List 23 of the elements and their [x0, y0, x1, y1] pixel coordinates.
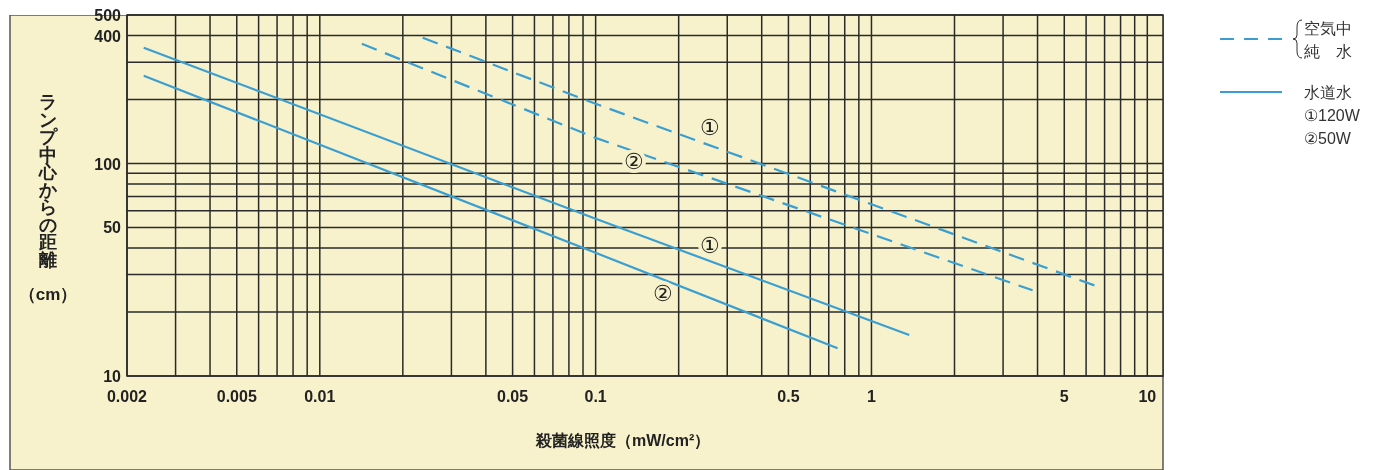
annotation: ②	[653, 281, 673, 306]
text: ②50W	[1304, 130, 1352, 147]
annotation: ②	[624, 149, 644, 174]
text: ランプ中心からの距離（cm）	[18, 92, 78, 304]
x-tick-label: 0.005	[216, 388, 257, 405]
x-tick-label: 1	[867, 388, 877, 405]
text: ①120W	[1304, 107, 1361, 124]
x-axis-title: 殺菌線照度（mW/cm²）	[535, 431, 711, 450]
y-tick-label: 10	[103, 368, 122, 385]
x-tick-label: 0.002	[106, 388, 148, 405]
x-tick-label: 5	[1059, 388, 1069, 405]
annotation: ①	[700, 115, 720, 140]
text: 空気中純 水	[1304, 19, 1352, 60]
annotation: ①	[700, 233, 720, 258]
x-tick-label: 0.01	[304, 388, 336, 405]
y-tick-label: 400	[94, 27, 122, 45]
y-tick-label: 50	[103, 219, 122, 237]
x-tick-label: 10	[1138, 388, 1157, 405]
x-tick-label: 0.5	[777, 388, 800, 405]
legend-label: 水道水	[1304, 84, 1352, 101]
x-tick-label: 0.05	[497, 388, 529, 405]
y-tick-label: 100	[94, 155, 122, 173]
x-tick-label: 0.1	[584, 388, 607, 405]
